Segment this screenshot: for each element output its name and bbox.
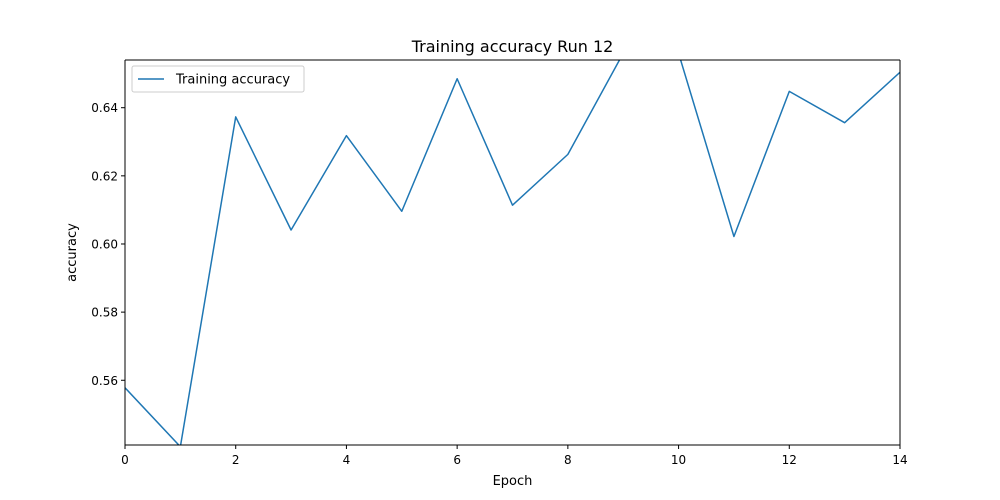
legend-label-training-accuracy: Training accuracy (175, 73, 290, 88)
x-tick-label: 6 (453, 453, 461, 467)
x-tick-label: 8 (564, 453, 572, 467)
x-tick-label: 2 (232, 453, 240, 467)
chart-title: Training accuracy Run 12 (411, 37, 614, 56)
legend-box (131, 65, 305, 93)
series-layer (125, 60, 900, 445)
x-tick-label: 14 (892, 453, 907, 467)
y-tick-label: 0.58 (91, 306, 118, 320)
x-axis-label: Epoch (493, 474, 533, 489)
axes-frame (124, 59, 901, 446)
x-tick-label: 0 (121, 453, 129, 467)
y-tick-label: 0.62 (91, 169, 118, 183)
y-axis-label: accuracy (65, 223, 80, 282)
legend: Training accuracy (131, 65, 305, 93)
x-tick-label: 10 (671, 453, 686, 467)
y-axis-ticks: 0.56 0.58 0.60 0.62 0.64 (91, 101, 125, 388)
plot-area (125, 60, 900, 445)
y-tick-label: 0.56 (91, 374, 118, 388)
y-tick-label: 0.64 (91, 101, 118, 115)
x-tick-label: 12 (782, 453, 797, 467)
series-line-training-accuracy (125, 60, 900, 445)
x-axis-ticks: 0 2 4 6 8 10 12 14 (121, 445, 908, 467)
x-tick-label: 4 (343, 453, 351, 467)
y-tick-label: 0.60 (91, 237, 118, 251)
